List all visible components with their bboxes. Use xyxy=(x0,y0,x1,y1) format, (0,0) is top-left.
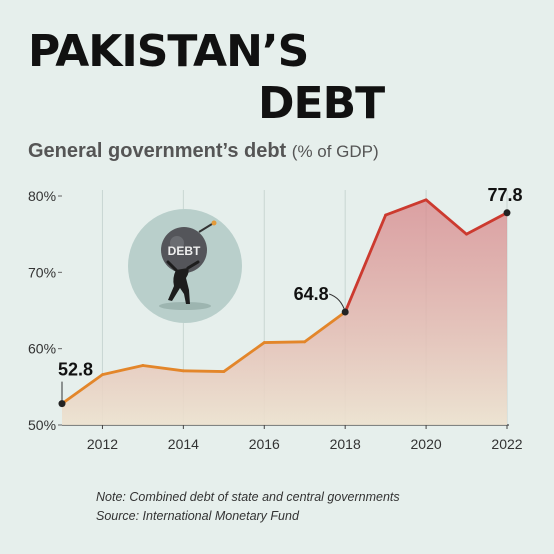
data-label: 77.8 xyxy=(487,185,522,205)
debt-chart: 50% 60% 70% 80% 2012 2014 2016 2018 2020 2022 DEB… xyxy=(28,185,523,452)
y-tick-label: 70% xyxy=(28,264,56,280)
illustration-label: DEBT xyxy=(168,244,201,258)
series-line-segment xyxy=(222,341,266,373)
page-title: PAKISTAN’S DEBT xyxy=(28,26,385,129)
debt-bomb-carrier-icon: DEBT xyxy=(128,209,242,323)
series-line-segment xyxy=(60,373,104,406)
y-tick-label: 50% xyxy=(28,417,56,433)
chart-notes: Note: Combined debt of state and central… xyxy=(96,488,400,526)
series-line-segment xyxy=(181,369,226,373)
x-tick-label: 2012 xyxy=(87,436,118,452)
y-tick-label: 60% xyxy=(28,341,56,357)
x-tick-label: 2016 xyxy=(249,436,280,452)
data-point xyxy=(58,400,66,408)
subtitle-main: General government’s debt xyxy=(28,140,287,162)
y-tick-label: 80% xyxy=(28,188,56,204)
series-line-segment xyxy=(424,198,468,236)
x-tick-label: 2022 xyxy=(491,436,522,452)
x-tick-label: 2018 xyxy=(330,436,361,452)
note-text: Note: Combined debt of state and central… xyxy=(96,490,400,504)
x-tick-label: 2020 xyxy=(411,436,442,452)
series-line-segment xyxy=(465,211,509,236)
data-point xyxy=(341,308,349,316)
data-label: 64.8 xyxy=(294,284,329,304)
series-line-segment xyxy=(141,364,185,373)
series-line-segment xyxy=(343,213,388,314)
title-line-1: PAKISTAN’S xyxy=(28,26,309,77)
subtitle-unit: (% of GDP) xyxy=(291,142,379,161)
chart-subtitle: General government’s debt (% of GDP) xyxy=(28,140,379,163)
title-line-2: DEBT xyxy=(258,78,385,129)
x-tick-label: 2014 xyxy=(168,436,199,452)
series-line-segment xyxy=(384,198,428,217)
series-line-segment xyxy=(262,340,307,344)
annotation-leader xyxy=(329,293,346,313)
source-text: Source: International Monetary Fund xyxy=(96,509,299,523)
data-point xyxy=(503,209,511,217)
series-line-segment xyxy=(101,364,145,377)
series-line-segment xyxy=(303,310,347,344)
data-label: 52.8 xyxy=(58,360,93,380)
area-fill xyxy=(62,199,507,425)
